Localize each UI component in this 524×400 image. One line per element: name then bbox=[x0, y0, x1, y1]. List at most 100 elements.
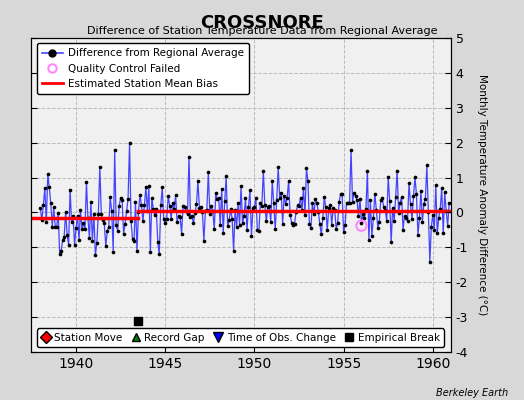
Point bbox=[149, 206, 158, 212]
Point bbox=[331, 206, 339, 213]
Point bbox=[73, 212, 82, 219]
Point bbox=[242, 195, 250, 201]
Point bbox=[432, 182, 440, 188]
Point bbox=[226, 206, 235, 212]
Point bbox=[105, 223, 113, 230]
Point bbox=[439, 230, 447, 236]
Point bbox=[119, 230, 128, 237]
Point bbox=[102, 243, 110, 249]
Point bbox=[302, 165, 311, 171]
Point bbox=[93, 240, 101, 246]
Point bbox=[97, 211, 105, 218]
Point bbox=[69, 213, 77, 220]
Point bbox=[336, 190, 345, 197]
Point bbox=[59, 237, 67, 244]
Text: Difference of Station Temperature Data from Regional Average: Difference of Station Temperature Data f… bbox=[87, 26, 437, 36]
Point bbox=[66, 186, 74, 193]
Y-axis label: Monthly Temperature Anomaly Difference (°C): Monthly Temperature Anomaly Difference (… bbox=[477, 74, 487, 316]
Point bbox=[72, 225, 80, 231]
Point bbox=[48, 224, 57, 230]
Point bbox=[372, 206, 380, 213]
Point bbox=[84, 215, 92, 221]
Point bbox=[406, 201, 414, 208]
Point bbox=[357, 220, 366, 226]
Point bbox=[82, 179, 91, 185]
Point bbox=[268, 178, 277, 185]
Point bbox=[295, 203, 303, 210]
Point bbox=[159, 216, 168, 222]
Point bbox=[418, 219, 427, 225]
Point bbox=[134, 318, 143, 324]
Point bbox=[405, 180, 413, 186]
Point bbox=[234, 200, 242, 206]
Point bbox=[305, 221, 313, 227]
Point bbox=[365, 237, 373, 243]
Point bbox=[338, 191, 346, 197]
Point bbox=[77, 207, 85, 214]
Point bbox=[276, 195, 284, 202]
Point bbox=[287, 219, 296, 226]
Point bbox=[335, 199, 343, 205]
Point bbox=[391, 194, 400, 200]
Point bbox=[189, 220, 198, 226]
Point bbox=[383, 218, 391, 224]
Point bbox=[292, 209, 300, 215]
Point bbox=[381, 207, 389, 213]
Point bbox=[429, 212, 437, 218]
Point bbox=[127, 218, 135, 224]
Point bbox=[50, 204, 58, 210]
Point bbox=[187, 214, 195, 220]
Point bbox=[348, 198, 357, 205]
Point bbox=[396, 200, 405, 206]
Point bbox=[332, 226, 341, 232]
Point bbox=[408, 216, 416, 223]
Point bbox=[88, 238, 96, 244]
Point bbox=[250, 204, 259, 210]
Point bbox=[86, 199, 95, 205]
Point bbox=[344, 200, 352, 206]
Point bbox=[277, 189, 286, 196]
Point bbox=[438, 185, 446, 191]
Point bbox=[317, 231, 325, 238]
Point bbox=[217, 186, 226, 192]
Point bbox=[52, 224, 61, 230]
Point bbox=[106, 194, 114, 200]
Point bbox=[140, 202, 149, 208]
Point bbox=[328, 221, 336, 228]
Point bbox=[278, 220, 287, 227]
Point bbox=[232, 224, 241, 230]
Point bbox=[237, 183, 245, 190]
Point bbox=[319, 214, 327, 221]
Point bbox=[41, 185, 49, 192]
Point bbox=[313, 200, 321, 206]
Point bbox=[185, 154, 193, 160]
Point bbox=[60, 234, 68, 240]
Point bbox=[36, 205, 45, 211]
Point bbox=[368, 233, 376, 239]
Point bbox=[188, 213, 196, 219]
Point bbox=[420, 200, 428, 207]
Point bbox=[162, 215, 171, 222]
Point bbox=[390, 218, 398, 224]
Point bbox=[264, 204, 272, 210]
Point bbox=[111, 146, 119, 153]
Point bbox=[421, 195, 430, 202]
Point bbox=[204, 169, 213, 175]
Point bbox=[200, 238, 208, 244]
Text: CROSSNORE: CROSSNORE bbox=[200, 14, 324, 32]
Point bbox=[124, 196, 132, 202]
Point bbox=[370, 190, 379, 197]
Point bbox=[132, 199, 140, 205]
Point bbox=[256, 199, 265, 206]
Point bbox=[43, 171, 52, 177]
Point bbox=[350, 190, 358, 196]
Point bbox=[57, 248, 66, 254]
Point bbox=[94, 211, 103, 217]
Point bbox=[289, 222, 297, 228]
Point bbox=[79, 220, 88, 226]
Point bbox=[436, 206, 444, 212]
Point bbox=[157, 202, 165, 208]
Point bbox=[219, 230, 227, 236]
Point bbox=[417, 188, 425, 194]
Point bbox=[164, 193, 172, 200]
